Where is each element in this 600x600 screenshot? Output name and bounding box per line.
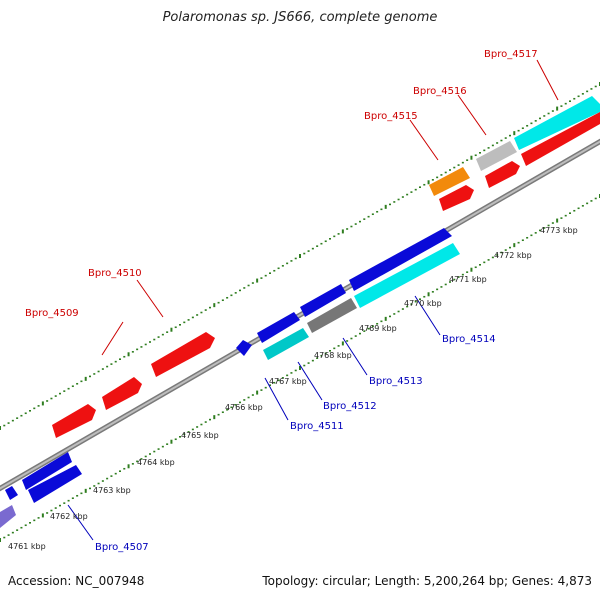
gene-arrow [300,284,346,317]
gene-arrow [521,112,600,166]
kbp-label: 4771 kbp [449,275,487,284]
reverse-strand-genes [0,243,460,528]
gene-arrow [354,243,460,308]
kbp-label: 4767 kbp [269,377,307,386]
gene-label: Bpro_4511 [290,421,344,432]
gene-arrow [22,452,72,490]
kbp-label: 4764 kbp [137,458,175,467]
gene-arrow [5,486,18,500]
kbp-label: 4772 kbp [494,251,532,260]
gene-arrow [307,298,357,333]
callout-line [67,504,94,541]
callout-line [101,321,124,356]
gene-labels: Bpro_4509 Bpro_4510 Bpro_4515 Bpro_4516 … [25,49,538,553]
callout-lines [67,59,559,541]
gene-arrow [476,141,517,171]
kbp-label: 4770 kbp [404,299,442,308]
gene-label: Bpro_4517 [484,49,538,60]
map-title: Polaromonas sp. JS666, complete genome [162,10,438,25]
gene-label: Bpro_4515 [364,111,418,122]
gene-arrow [236,340,252,356]
kbp-label: 4769 kbp [359,324,397,333]
gene-label: Bpro_4507 [95,542,149,553]
gene-arrow [514,96,600,150]
kbp-labels: 4761 kbp 4762 kbp 4763 kbp 4764 kbp 4765… [8,226,578,551]
gene-arrow [439,185,474,211]
genome-summary: Topology: circular; Length: 5,200,264 bp… [262,574,592,588]
gene-label: Bpro_4512 [323,401,377,412]
gene-label: Bpro_4516 [413,86,467,97]
gene-arrow [429,167,470,196]
kbp-label: 4762 kbp [50,512,88,521]
kbp-label: 4763 kbp [93,486,131,495]
gene-arrow [0,505,16,528]
gene-arrow [257,312,300,343]
callout-line [342,337,368,376]
kbp-label: 4765 kbp [181,431,219,440]
kbp-label: 4768 kbp [314,351,352,360]
gene-arrow [151,332,215,377]
gene-label: Bpro_4514 [442,334,496,345]
backbone [0,138,600,492]
callout-line [136,279,164,318]
callout-line [297,361,323,401]
gene-arrow [263,328,309,360]
tick-rows [0,82,600,542]
callout-line [264,377,289,421]
gene-arrow [28,465,82,503]
kbp-label: 4761 kbp [8,542,46,551]
kbp-label: 4766 kbp [225,403,263,412]
callout-line [536,59,559,101]
callout-line [457,94,487,136]
gene-label: Bpro_4513 [369,376,423,387]
gene-arrow [102,377,142,410]
gene-arrow [485,161,520,188]
gene-arrow [349,228,452,291]
gene-arrow [52,404,96,438]
gene-label: Bpro_4509 [25,308,79,319]
kbp-label: 4773 kbp [540,226,578,235]
accession-label: Accession: NC_007948 [8,574,145,588]
forward-strand-genes [5,96,600,500]
callout-line [414,295,441,336]
gene-label: Bpro_4510 [88,268,142,279]
callout-line [409,119,439,161]
